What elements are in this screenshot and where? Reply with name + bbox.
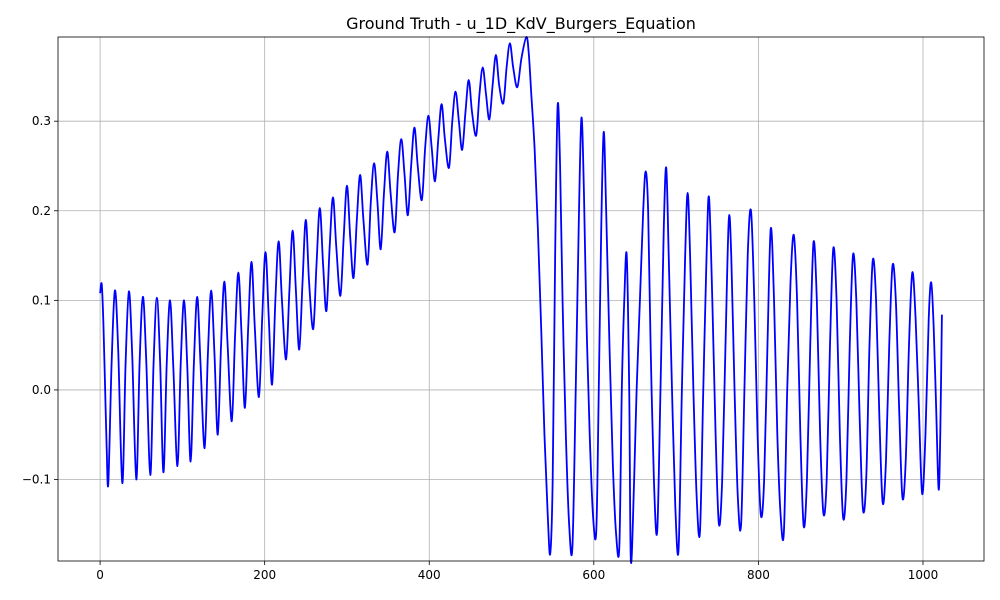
x-tick-label: 600 [582, 568, 605, 582]
axis-ticks: 0 200 400 600 800 1000 −0.1 0.0 0.1 0.2 0.3 [22, 114, 938, 582]
x-tick-label: 800 [747, 568, 770, 582]
x-tick-label: 0 [96, 568, 104, 582]
y-tick-label: 0.1 [32, 293, 51, 307]
x-tick-label: 400 [418, 568, 441, 582]
y-tick-label: 0.3 [32, 114, 51, 128]
y-tick-label: 0.0 [32, 383, 51, 397]
chart-title: Ground Truth - u_1D_KdV_Burgers_Equation [346, 14, 696, 34]
series-line [99, 36, 943, 565]
y-tick-label: −0.1 [22, 472, 51, 486]
x-tick-label: 200 [253, 568, 276, 582]
x-tick-label: 1000 [908, 568, 939, 582]
series-layer [99, 36, 943, 565]
y-tick-label: 0.2 [32, 204, 51, 218]
plot-frame [57, 36, 985, 562]
